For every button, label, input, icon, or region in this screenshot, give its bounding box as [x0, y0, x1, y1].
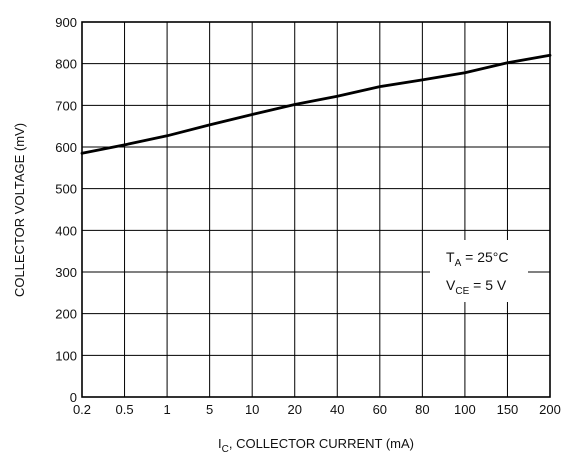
- annotation-ta-subscript: A: [455, 258, 462, 269]
- annotation-box: TA = 25°C VCE = 5 V: [430, 240, 528, 302]
- plot-frame: [81, 21, 551, 398]
- x-tick-label: 40: [330, 402, 344, 417]
- y-tick-label: 100: [55, 348, 77, 363]
- y-tick-label: 200: [55, 307, 77, 322]
- y-tick-label: 400: [55, 223, 77, 238]
- annotation-ta-symbol: T: [446, 249, 455, 265]
- y-tick-label: 500: [55, 182, 77, 197]
- y-axis-label: COLLECTOR VOLTAGE (mV): [12, 123, 27, 297]
- x-tick-label: 0.2: [73, 402, 91, 417]
- x-tick-label: 10: [245, 402, 259, 417]
- y-tick-label: 300: [55, 265, 77, 280]
- y-tick-label: 700: [55, 98, 77, 113]
- x-tick-label: 100: [454, 402, 476, 417]
- x-tick-label: 1: [163, 402, 170, 417]
- annotation-vce: VCE = 5 V: [446, 277, 507, 297]
- y-tick-label: 0: [70, 390, 77, 405]
- annotation-background: [430, 240, 528, 302]
- annotation-ta-text: = 25°C: [461, 249, 508, 265]
- tick-label-layer: 0.2 0.5 1 5 10 20 40 60 80 100 150 200 0 100 200 300 400…: [55, 15, 561, 417]
- y-tick-label: 900: [55, 15, 77, 30]
- annotation-ta: TA = 25°C: [446, 249, 508, 269]
- annotation-vce-symbol: V: [446, 277, 456, 293]
- series-layer: [80, 53, 552, 155]
- x-axis-label-text: , COLLECTOR CURRENT (mA): [229, 436, 414, 451]
- x-axis-label-symbol: I: [218, 436, 222, 451]
- x-axis-label-subscript: C: [222, 444, 229, 455]
- annotation-vce-text: = 5 V: [469, 277, 507, 293]
- x-tick-label: 5: [206, 402, 213, 417]
- grid-layer: [82, 22, 550, 397]
- series-line: [80, 53, 552, 155]
- annotation-vce-subscript: CE: [455, 286, 469, 297]
- x-axis-label: IC, COLLECTOR CURRENT (mA): [218, 436, 414, 455]
- x-tick-label: 0.5: [116, 402, 134, 417]
- y-tick-label: 800: [55, 57, 77, 72]
- y-tick-label: 600: [55, 140, 77, 155]
- x-tick-label: 150: [497, 402, 519, 417]
- x-tick-label: 60: [373, 402, 387, 417]
- x-tick-label: 80: [415, 402, 429, 417]
- x-tick-label: 20: [287, 402, 301, 417]
- x-tick-label: 200: [539, 402, 561, 417]
